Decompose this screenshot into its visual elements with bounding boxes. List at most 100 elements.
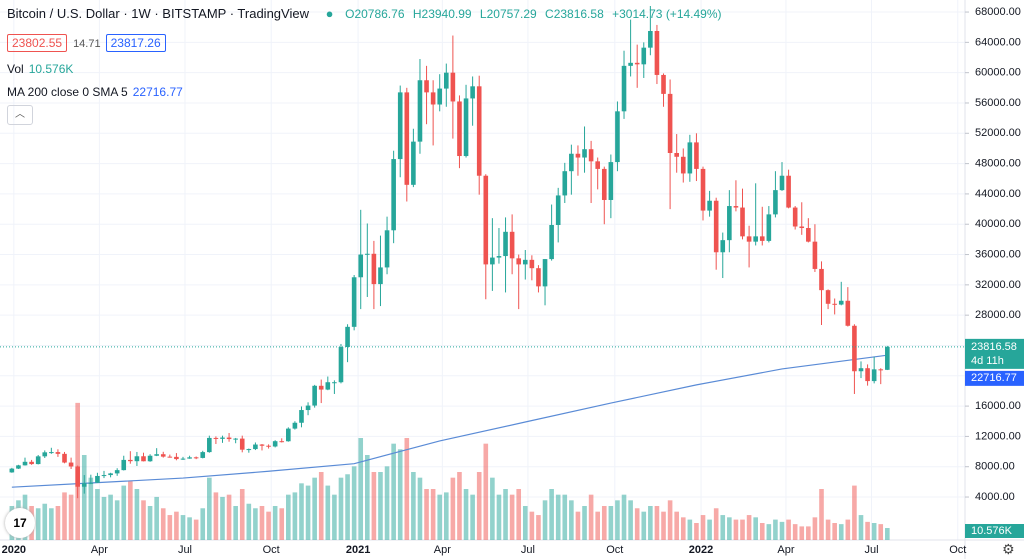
- candle-body: [384, 230, 390, 268]
- volume-bar: [634, 508, 640, 540]
- volume-bar: [160, 508, 166, 540]
- volume-bar: [621, 494, 627, 540]
- candle-body: [371, 253, 377, 285]
- x-tick-label: Apr: [777, 544, 794, 556]
- candle-body: [621, 65, 627, 112]
- candle-body: [496, 256, 502, 258]
- candle-body: [529, 259, 535, 269]
- candle-body: [299, 410, 304, 423]
- volume-bar: [885, 528, 890, 540]
- volume-bar: [167, 515, 173, 540]
- low-letter: L: [479, 7, 487, 21]
- volume-bar: [325, 485, 331, 540]
- candle-body: [397, 92, 403, 160]
- volume-bar: [411, 472, 416, 540]
- legend-title-row: Bitcoin / U.S. Dollar · 1W · BITSTAMP · …: [7, 6, 732, 21]
- candle-body: [443, 72, 449, 89]
- candle-body: [121, 459, 127, 471]
- status-dot: ●: [325, 6, 334, 21]
- candle-body: [878, 369, 884, 371]
- candle-body: [476, 86, 482, 176]
- volume-bar: [384, 466, 390, 540]
- candle-body: [239, 438, 245, 450]
- candle-body: [134, 456, 140, 462]
- price-axis: [965, 0, 1024, 559]
- x-tick-label: Oct: [606, 544, 623, 556]
- volume-bar: [345, 474, 350, 540]
- ma-price-box: [965, 370, 1024, 386]
- candle-body: [253, 444, 258, 450]
- volume-bar: [595, 511, 600, 540]
- ma-legend: MA 200 close 0 SMA 5 22716.77: [7, 85, 188, 99]
- candle-body: [845, 300, 851, 326]
- candle-body: [628, 62, 633, 66]
- bid-box[interactable]: 23802.55: [7, 34, 68, 52]
- candle-body: [746, 236, 752, 242]
- x-tick-label: Oct: [949, 544, 966, 556]
- volume-bar: [615, 500, 620, 540]
- volume-bar: [740, 519, 745, 540]
- candle-body: [35, 456, 41, 465]
- candle-body: [259, 444, 265, 446]
- volume-bar: [680, 517, 686, 540]
- logo[interactable]: 17: [5, 508, 35, 538]
- candle-body: [588, 149, 594, 162]
- volume-bar: [95, 489, 100, 540]
- candle-body: [312, 385, 317, 406]
- volume-bar: [207, 477, 212, 540]
- volume-bar: [536, 515, 541, 540]
- volume-bar: [792, 524, 798, 540]
- candle-body: [437, 88, 443, 105]
- candle-body: [174, 456, 179, 460]
- candle-body: [286, 428, 291, 442]
- volume-bar: [430, 489, 436, 540]
- ma-value: 22716.77: [132, 85, 183, 99]
- change: +3014.73 (+14.49%): [612, 7, 722, 21]
- collapse-button[interactable]: ︿: [7, 105, 33, 125]
- x-tick-label: 2020: [2, 544, 26, 556]
- candle-body: [615, 111, 620, 163]
- volume-bar: [575, 511, 581, 540]
- volume-bar: [253, 508, 258, 540]
- candle-body: [430, 92, 436, 105]
- y-tick-label: 52000.00: [975, 127, 1021, 139]
- volume-bar: [174, 511, 179, 540]
- volume-bar: [312, 477, 317, 540]
- volume-bar: [404, 438, 410, 540]
- candle-body: [365, 253, 370, 255]
- y-tick-label: 68000.00: [975, 6, 1021, 18]
- candle-body: [680, 156, 686, 174]
- settings-icon[interactable]: ⚙: [1002, 541, 1015, 557]
- y-tick-label: 36000.00: [975, 248, 1021, 260]
- candle-body: [740, 207, 745, 237]
- candle-body: [753, 236, 758, 242]
- candle-body: [411, 141, 416, 185]
- candle-body: [358, 254, 364, 278]
- volume-bar: [773, 519, 778, 540]
- volume-bar: [68, 494, 74, 540]
- candle-body: [16, 465, 21, 469]
- candle-body: [160, 454, 166, 457]
- candle-body: [825, 290, 831, 304]
- y-tick-label: 44000.00: [975, 188, 1021, 200]
- y-tick-label: 28000.00: [975, 309, 1021, 321]
- volume-bar: [476, 472, 482, 540]
- volume-bar: [108, 494, 113, 540]
- volume-bar: [720, 515, 726, 540]
- ask-box[interactable]: 23817.26: [105, 34, 166, 52]
- volume-bar: [299, 483, 304, 540]
- candle-body: [457, 101, 462, 157]
- volume-bar: [358, 438, 364, 540]
- candle-body: [634, 62, 640, 65]
- candle-body: [141, 456, 146, 462]
- volume-bar: [687, 519, 693, 540]
- volume-bar: [397, 449, 403, 540]
- volume-bar: [522, 506, 528, 540]
- candle-body: [193, 457, 199, 459]
- volume-bar: [424, 489, 429, 540]
- candle-body: [806, 228, 811, 242]
- y-tick-label: 60000.00: [975, 67, 1021, 79]
- y-tick-label: 40000.00: [975, 218, 1021, 230]
- candle-body: [49, 452, 54, 454]
- volume-bar: [121, 485, 127, 540]
